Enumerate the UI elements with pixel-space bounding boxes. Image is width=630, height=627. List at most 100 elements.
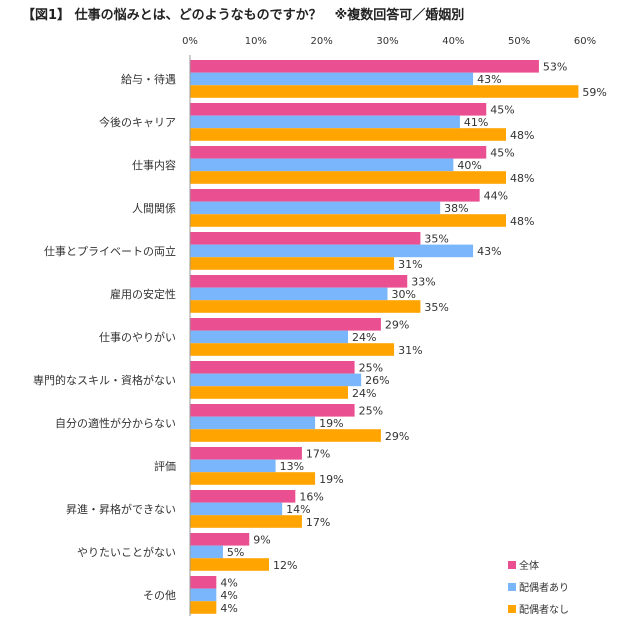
- legend-swatch: [508, 583, 516, 591]
- bar: [190, 490, 296, 503]
- data-label: 31%: [398, 344, 422, 357]
- data-label: 59%: [582, 86, 606, 99]
- data-label: 33%: [411, 276, 435, 289]
- data-label: 40%: [457, 159, 481, 172]
- bar: [190, 103, 487, 116]
- bar: [190, 201, 441, 215]
- bar: [190, 601, 217, 614]
- bar: [190, 533, 250, 546]
- category-label: 仕事内容: [132, 158, 176, 172]
- bar: [190, 318, 381, 331]
- bar: [190, 275, 408, 288]
- data-label: 17%: [306, 516, 330, 529]
- data-label: 45%: [490, 104, 514, 117]
- bar: [190, 343, 395, 356]
- legend-swatch: [508, 605, 516, 613]
- bar: [190, 214, 506, 227]
- category-label: 仕事とプライベートの両立: [44, 244, 176, 258]
- bar: [190, 545, 223, 559]
- bar: [190, 386, 348, 399]
- data-label: 4%: [220, 602, 237, 615]
- data-label: 38%: [444, 202, 468, 215]
- bar: [190, 85, 579, 98]
- chart-title: 【図1】 仕事の悩みとは、どのようなものですか？ ※複数回答可／婚姻別: [22, 8, 465, 23]
- data-label: 4%: [220, 577, 237, 590]
- bar: [190, 416, 316, 430]
- bar: [190, 404, 355, 417]
- bar: [190, 287, 388, 301]
- bar: [190, 373, 362, 387]
- x-tick-label: 30%: [376, 36, 398, 47]
- category-label: 仕事のやりがい: [99, 330, 176, 344]
- data-label: 19%: [319, 473, 343, 486]
- bar: [190, 232, 421, 245]
- bar: [190, 330, 348, 344]
- data-label: 9%: [253, 534, 270, 547]
- bar: [190, 115, 460, 129]
- data-label: 13%: [280, 460, 304, 473]
- x-tick-label: 50%: [508, 36, 530, 47]
- category-label: 専門的なスキル・資格がない: [33, 373, 176, 387]
- bar: [190, 515, 302, 528]
- bar: [190, 189, 480, 202]
- bar: [190, 257, 395, 270]
- data-label: 48%: [510, 215, 534, 228]
- data-label: 43%: [477, 245, 501, 258]
- data-label: 41%: [464, 116, 488, 129]
- x-tick-label: 20%: [311, 36, 333, 47]
- category-label: その他: [143, 589, 176, 602]
- data-label: 44%: [484, 190, 508, 203]
- bar: [190, 502, 283, 516]
- data-label: 12%: [273, 559, 297, 572]
- bar: [190, 558, 269, 571]
- data-label: 24%: [352, 387, 376, 400]
- x-tick-label: 40%: [442, 36, 464, 47]
- data-label: 48%: [510, 172, 534, 185]
- x-tick-label: 0%: [182, 36, 198, 47]
- data-label: 29%: [385, 319, 409, 332]
- data-label: 48%: [510, 129, 534, 142]
- bar: [190, 128, 506, 141]
- data-label: 30%: [392, 288, 416, 301]
- category-label: 自分の適性が分からない: [55, 416, 176, 430]
- bar: [190, 588, 217, 602]
- bar: [190, 447, 302, 460]
- data-label: 43%: [477, 73, 501, 86]
- bar: [190, 472, 316, 485]
- bar: [190, 361, 355, 374]
- x-tick-label: 60%: [574, 36, 596, 47]
- legend-label: 配偶者なし: [519, 603, 569, 616]
- bar: [190, 459, 276, 473]
- bar: [190, 576, 217, 589]
- data-label: 19%: [319, 417, 343, 430]
- data-label: 17%: [306, 448, 330, 461]
- bar: [190, 60, 539, 73]
- data-label: 26%: [365, 374, 389, 387]
- data-label: 29%: [385, 430, 409, 443]
- bar: [190, 171, 506, 184]
- bar: [190, 72, 474, 86]
- data-label: 35%: [424, 301, 448, 314]
- category-label: 人間関係: [132, 202, 176, 215]
- category-label: 評価: [154, 459, 176, 473]
- bar: [190, 300, 421, 313]
- data-label: 35%: [424, 233, 448, 246]
- category-label: やりたいことがない: [77, 545, 176, 559]
- bar: [190, 158, 454, 172]
- data-label: 31%: [398, 258, 422, 271]
- data-label: 5%: [227, 546, 244, 559]
- legend-label: 配偶者あり: [519, 581, 569, 594]
- category-label: 今後のキャリア: [99, 115, 176, 129]
- category-label: 昇進・昇格ができない: [66, 502, 176, 516]
- data-label: 4%: [220, 589, 237, 602]
- data-label: 53%: [543, 61, 567, 74]
- data-label: 45%: [490, 147, 514, 160]
- data-label: 25%: [359, 405, 383, 418]
- data-label: 16%: [299, 491, 323, 504]
- bar: [190, 244, 474, 258]
- category-label: 給与・待遇: [121, 72, 176, 86]
- bar: [190, 429, 381, 442]
- legend-swatch: [508, 561, 516, 569]
